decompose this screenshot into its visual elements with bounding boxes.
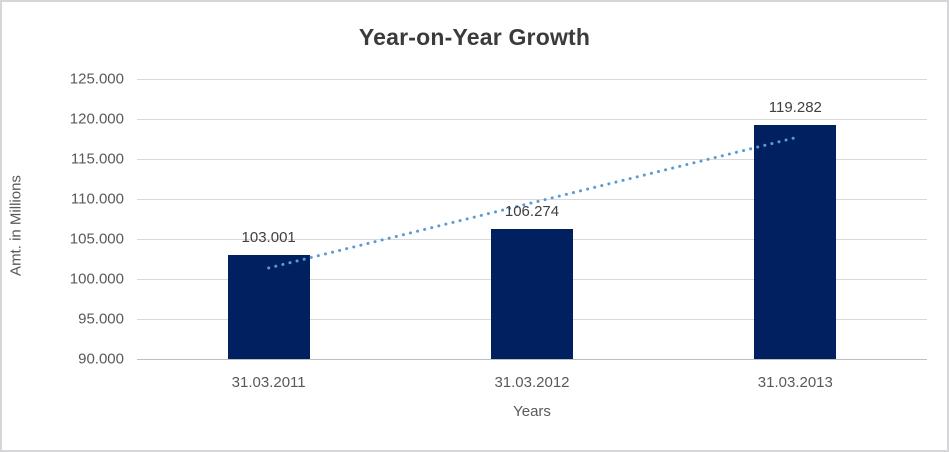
x-axis-line: [137, 359, 927, 360]
y-tick-label: 120.000: [69, 110, 124, 128]
y-tick-label: 100.000: [69, 270, 124, 288]
chart-title: Year-on-Year Growth: [358, 24, 591, 50]
y-tick-label: 125.000: [69, 70, 124, 88]
value-label: 103.001: [241, 228, 296, 246]
bar: [227, 254, 310, 359]
bar: [491, 228, 573, 359]
y-axis-title: Amt. in Millions: [7, 175, 25, 276]
gridline: [137, 119, 927, 120]
x-tick-label: 31.03.2013: [757, 374, 833, 391]
x-axis-title: Years: [513, 403, 551, 420]
y-tick-label: 95.000: [78, 310, 124, 328]
value-label: 106.274: [504, 202, 560, 220]
x-tick-label: 31.03.2012: [494, 374, 570, 391]
y-tick-label: 110.000: [70, 190, 124, 208]
x-tick-label: 31.03.2011: [231, 374, 306, 391]
value-label: 119.282: [768, 98, 822, 116]
y-tick-label: 105.000: [69, 230, 124, 248]
gridline: [137, 79, 927, 80]
y-tick-label: 90.000: [78, 350, 124, 368]
bar: [754, 124, 837, 359]
y-tick-label: 115.000: [70, 150, 124, 168]
